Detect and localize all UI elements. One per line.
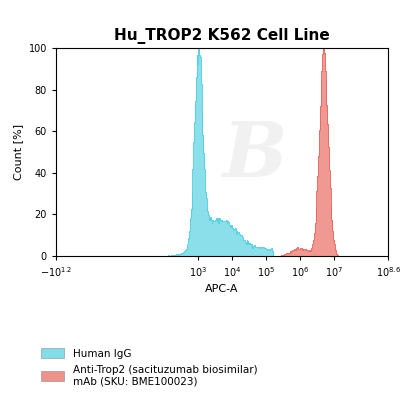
Legend: Human IgG, Anti-Trop2 (sacituzumab biosimilar)
mAb (SKU: BME100023): Human IgG, Anti-Trop2 (sacituzumab biosi…	[37, 344, 262, 391]
Text: B: B	[223, 119, 288, 193]
X-axis label: APC-A: APC-A	[205, 284, 239, 294]
Title: Hu_TROP2 K562 Cell Line: Hu_TROP2 K562 Cell Line	[114, 28, 330, 44]
Y-axis label: Count [%]: Count [%]	[13, 124, 23, 180]
